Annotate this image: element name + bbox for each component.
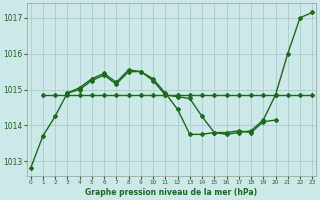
X-axis label: Graphe pression niveau de la mer (hPa): Graphe pression niveau de la mer (hPa) — [85, 188, 258, 197]
